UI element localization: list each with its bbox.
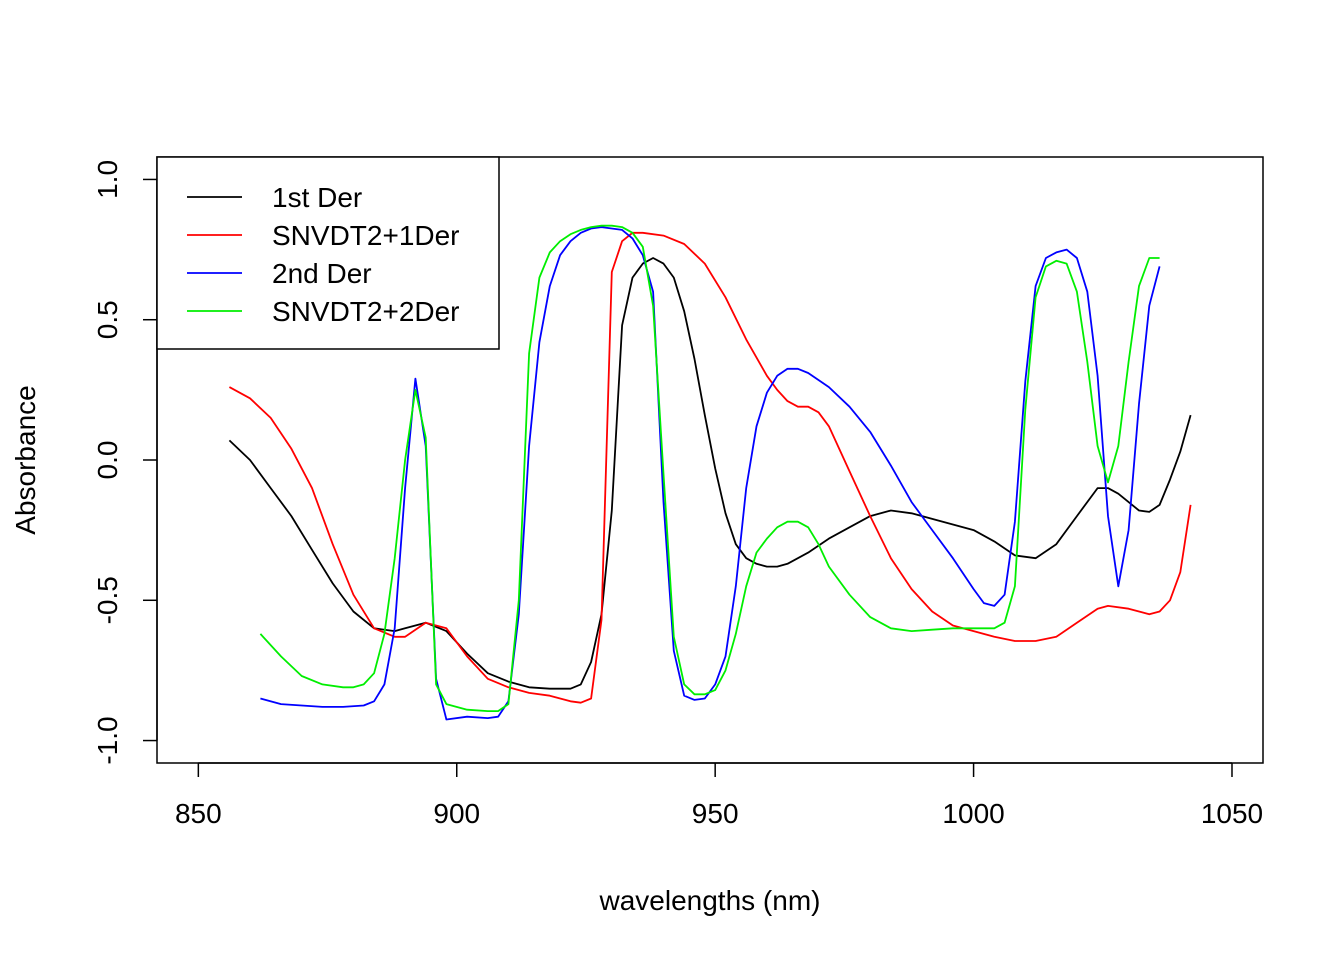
legend-box [156,156,500,350]
series-line-snvdt2-1der [228,231,1192,704]
x-tick-label: 1000 [942,798,1004,829]
legend-entries: 1st Der SNVDT2+1Der 2nd Der SNVDT2+2Der [187,182,460,327]
x-tick-label: 900 [433,798,480,829]
y-axis: -1.0 -0.5 0.0 0.5 1.0 [92,160,158,765]
y-tick-label: 0.0 [92,441,123,480]
x-axis-title: wavelengths (nm) [599,885,821,916]
y-tick-label: 0.5 [92,300,123,339]
x-tick-label: 1050 [1201,798,1263,829]
y-axis-title: Absorbance [10,385,41,534]
series-layer [228,224,1192,721]
legend-label: SNVDT2+1Der [272,220,460,251]
legend-label: SNVDT2+2Der [272,296,460,327]
legend-label: 2nd Der [272,258,372,289]
x-tick-label: 850 [175,798,222,829]
x-axis: 850 900 950 1000 1050 [175,762,1263,829]
legend-label: 1st Der [272,182,362,213]
x-tick-label: 950 [692,798,739,829]
y-tick-label: -1.0 [92,716,123,764]
series-line-snvdt2-2der [259,224,1160,712]
legend: 1st Der SNVDT2+1Der 2nd Der SNVDT2+2Der [156,156,500,350]
y-tick-label: -0.5 [92,576,123,624]
y-tick-label: 1.0 [92,160,123,199]
